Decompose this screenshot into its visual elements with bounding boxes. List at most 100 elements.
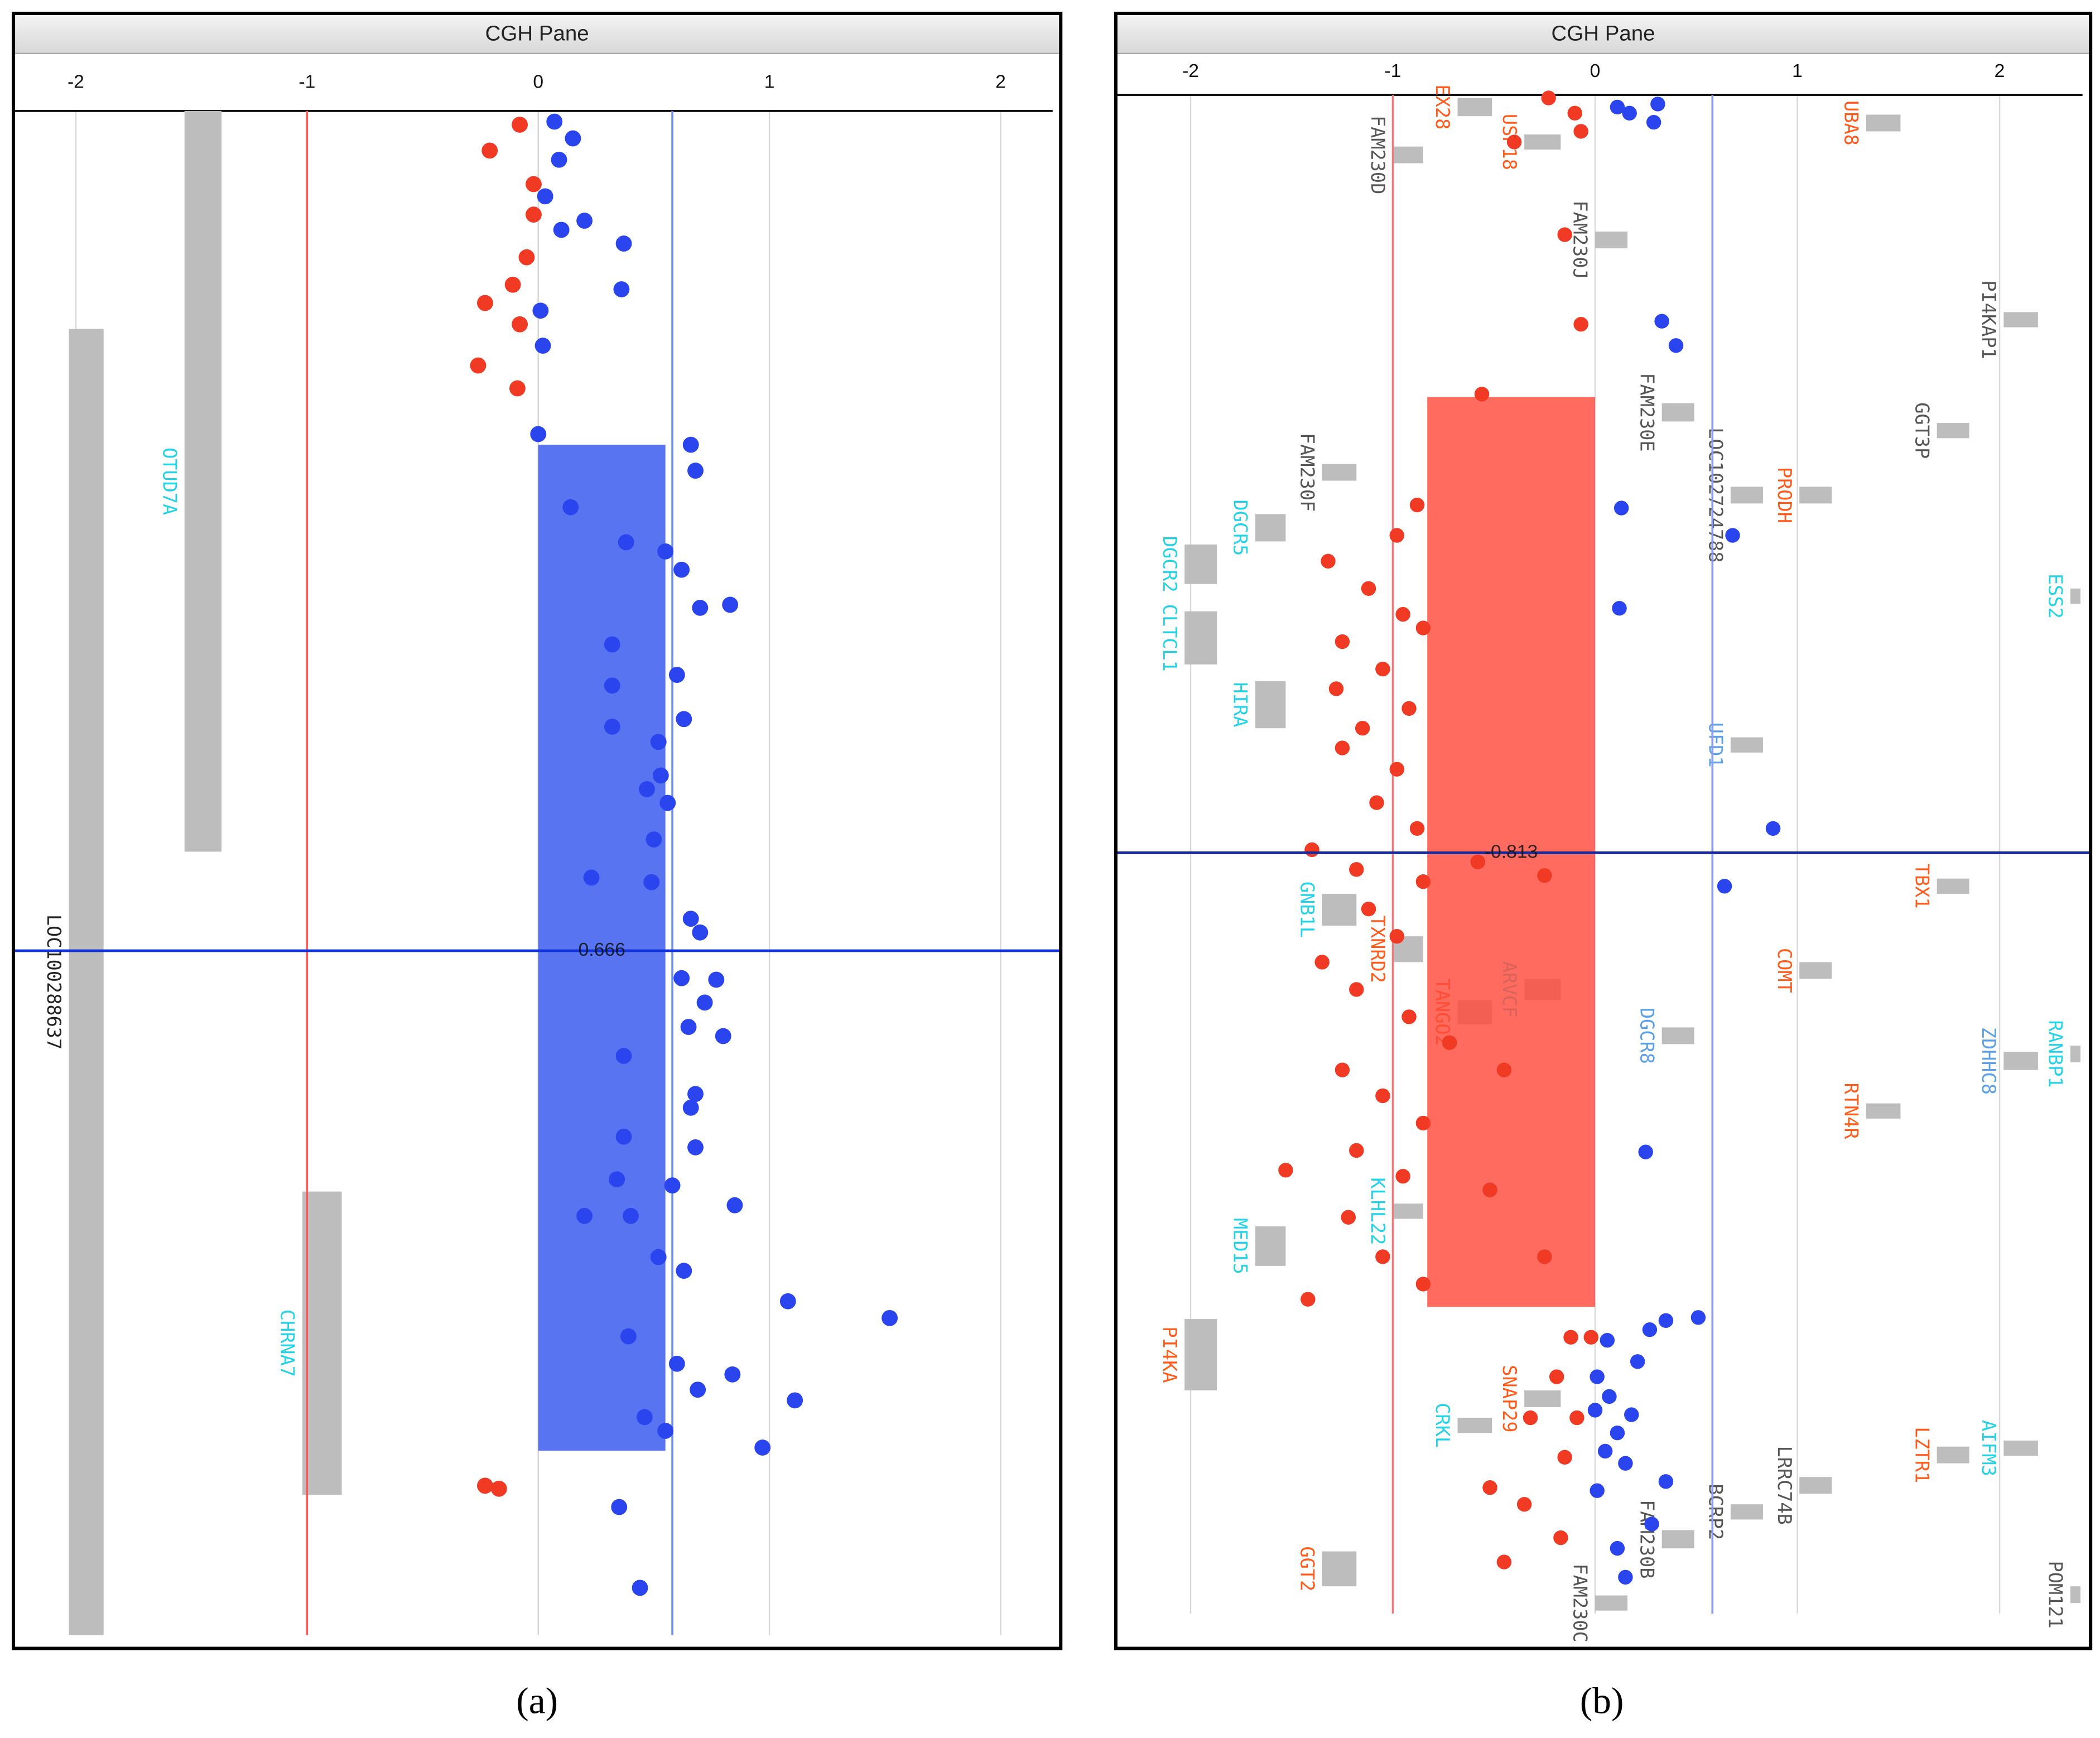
gene-bar: [1457, 98, 1492, 117]
gene-bar: [1730, 1504, 1763, 1520]
probe-point: [1618, 1570, 1633, 1585]
gene-label: OTUD7A: [158, 447, 180, 515]
probe-point: [576, 213, 593, 229]
probe-point: [512, 117, 528, 133]
probe-point: [526, 206, 542, 223]
probe-point: [1474, 387, 1490, 402]
probe-point: [1482, 1182, 1497, 1197]
probe-point: [632, 1580, 648, 1596]
probe-point: [1658, 1474, 1674, 1489]
probe-point: [692, 600, 709, 616]
probe-point: [1415, 1277, 1431, 1292]
probe-point: [1600, 1333, 1615, 1348]
probe-point: [650, 1249, 667, 1265]
probe-point: [1725, 528, 1740, 543]
probe-point: [1610, 99, 1625, 115]
x-tick-label: 0: [1590, 61, 1601, 81]
probe-point: [1335, 740, 1350, 755]
x-tick-label: 2: [1995, 61, 2005, 81]
gene-bar: [1322, 464, 1357, 481]
probe-point: [611, 1499, 628, 1515]
probe-point: [583, 869, 600, 886]
gene-bar: [2070, 1586, 2081, 1604]
gene-label: FAM230D: [1367, 115, 1389, 194]
probe-point: [1349, 862, 1364, 877]
panel-background: [1115, 13, 2091, 1649]
probe-point: [1314, 955, 1330, 970]
gene-bar: [1595, 1595, 1628, 1611]
gene-bar: [1322, 893, 1357, 926]
segment-value-label: -0.813: [1485, 841, 1538, 862]
gene-label: FAM230E: [1636, 373, 1658, 451]
probe-point: [673, 970, 690, 986]
gene-bar: [1255, 514, 1286, 542]
panel-background: [13, 13, 1061, 1649]
probe-point: [1573, 124, 1588, 139]
probe-point: [1516, 1496, 1532, 1512]
gene-bar: [1866, 1103, 1901, 1119]
gene-label: UFD1: [1704, 723, 1726, 768]
probe-point: [1496, 1554, 1512, 1570]
probe-point: [1401, 1009, 1417, 1024]
probe-point: [1541, 90, 1556, 105]
gene-bar: [1524, 1390, 1561, 1407]
gene-bar: [1730, 737, 1763, 753]
cgh-panel: CGH Pane -2 -1 0 1 2 OTUD7A LOC100288637 CHRNA7 0…: [12, 11, 1063, 1650]
probe-point: [657, 543, 674, 560]
probe-point: [613, 281, 630, 297]
gene-label: FAM230F: [1296, 433, 1318, 512]
gene-bar: [2003, 1052, 2038, 1070]
probe-point: [715, 1028, 731, 1044]
gene-label: CRKL: [1432, 1403, 1453, 1448]
gene-label: DGCR8: [1636, 1008, 1658, 1064]
probe-point: [724, 1366, 741, 1383]
gene-label: LOC100288637: [43, 914, 65, 1049]
probe-point: [530, 426, 547, 442]
probe-point: [490, 1480, 507, 1497]
probe-point: [476, 295, 493, 311]
probe-point: [1349, 1143, 1364, 1158]
probe-point: [676, 711, 692, 728]
probe-point: [1618, 1456, 1633, 1471]
gene-bar: [1255, 1226, 1286, 1266]
probe-point: [1590, 1369, 1605, 1384]
probe-point: [680, 1019, 697, 1035]
probe-point: [615, 235, 632, 252]
x-tick-label: -1: [1385, 61, 1401, 81]
probe-point: [532, 302, 549, 319]
probe-point: [620, 1328, 637, 1345]
gene-bar: [184, 110, 222, 852]
gene-label: GGT2: [1296, 1546, 1318, 1591]
probe-point: [650, 734, 667, 750]
gene-label: KLHL22: [1367, 1177, 1389, 1245]
probe-point: [687, 1086, 704, 1103]
gene-bar: [1524, 134, 1561, 150]
probe-point: [1668, 338, 1684, 353]
probe-point: [470, 357, 487, 374]
panel-caption: (a): [516, 1680, 558, 1722]
x-tick-label: 2: [995, 71, 1006, 92]
aberration-segment: [538, 445, 666, 1451]
gene-label: CHRNA7: [277, 1309, 298, 1377]
probe-point: [1355, 721, 1370, 736]
probe-point: [1278, 1163, 1293, 1178]
probe-point: [615, 1048, 632, 1064]
gene-bar: [1937, 878, 1969, 894]
gene-label: DGCR5: [1230, 499, 1251, 556]
gene-label: PI4KAP1: [1978, 280, 2000, 359]
probe-point: [1389, 928, 1405, 944]
probe-point: [682, 911, 699, 927]
probe-point: [1470, 854, 1486, 869]
probe-point: [1613, 500, 1629, 516]
probe-point: [537, 188, 553, 205]
gene-label: ZDHHC8: [1978, 1027, 2000, 1095]
gene-bar: [1866, 114, 1901, 132]
probe-point: [1442, 1035, 1457, 1050]
probe-point: [657, 1423, 674, 1439]
probe-point: [1638, 1144, 1653, 1159]
gene-label: LZTR1: [1911, 1427, 1933, 1483]
probe-point: [565, 130, 581, 147]
probe-point: [512, 316, 528, 333]
probe-point: [615, 1128, 632, 1145]
gene-bar: [1730, 487, 1763, 504]
